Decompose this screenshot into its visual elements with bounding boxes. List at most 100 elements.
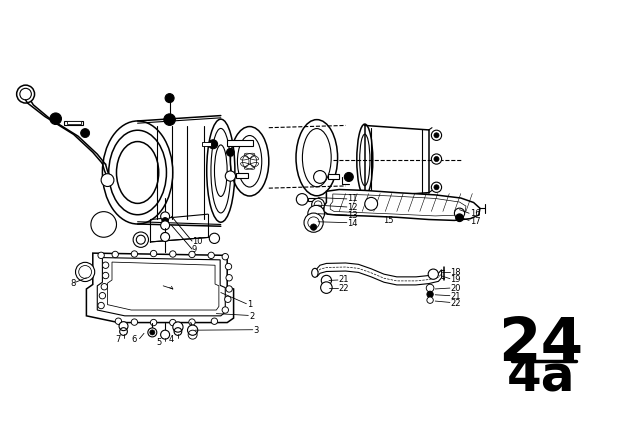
- Polygon shape: [108, 262, 219, 310]
- Polygon shape: [330, 194, 466, 216]
- Ellipse shape: [296, 194, 308, 205]
- Ellipse shape: [150, 319, 157, 326]
- Bar: [64, 121, 83, 125]
- Ellipse shape: [426, 284, 434, 292]
- Text: 22: 22: [339, 284, 349, 293]
- Ellipse shape: [170, 251, 176, 257]
- Ellipse shape: [50, 113, 61, 125]
- Ellipse shape: [161, 330, 170, 339]
- Ellipse shape: [344, 172, 353, 181]
- Ellipse shape: [431, 154, 442, 164]
- Text: 9: 9: [192, 246, 197, 254]
- Text: 2: 2: [249, 312, 254, 321]
- Text: 16: 16: [470, 209, 481, 218]
- Ellipse shape: [98, 302, 104, 309]
- Ellipse shape: [81, 129, 90, 138]
- Ellipse shape: [222, 307, 228, 313]
- Ellipse shape: [226, 286, 232, 292]
- Ellipse shape: [434, 185, 439, 190]
- Ellipse shape: [365, 198, 378, 210]
- Text: 18: 18: [451, 268, 461, 277]
- Ellipse shape: [211, 318, 218, 324]
- Ellipse shape: [308, 205, 324, 222]
- Ellipse shape: [119, 322, 128, 331]
- Ellipse shape: [321, 282, 332, 293]
- Ellipse shape: [456, 214, 463, 222]
- Ellipse shape: [214, 145, 227, 196]
- Text: 13: 13: [348, 211, 358, 220]
- Text: 10: 10: [192, 237, 202, 246]
- Ellipse shape: [102, 262, 109, 268]
- Ellipse shape: [161, 221, 170, 230]
- Text: 15: 15: [383, 216, 393, 225]
- Ellipse shape: [227, 148, 234, 156]
- Text: 3: 3: [253, 326, 259, 335]
- Ellipse shape: [314, 201, 322, 209]
- Ellipse shape: [150, 250, 157, 257]
- Ellipse shape: [222, 254, 228, 260]
- Ellipse shape: [431, 182, 442, 192]
- Ellipse shape: [99, 293, 106, 299]
- Polygon shape: [97, 258, 225, 316]
- Bar: [202, 142, 211, 146]
- Ellipse shape: [312, 268, 318, 277]
- Text: 14: 14: [348, 219, 358, 228]
- Ellipse shape: [427, 291, 433, 297]
- Bar: [67, 121, 81, 124]
- Ellipse shape: [314, 171, 326, 183]
- Ellipse shape: [173, 322, 183, 332]
- Ellipse shape: [321, 276, 332, 285]
- Ellipse shape: [136, 235, 145, 244]
- Ellipse shape: [91, 211, 116, 237]
- Ellipse shape: [310, 224, 317, 230]
- Text: 20: 20: [451, 284, 461, 293]
- Ellipse shape: [165, 94, 174, 103]
- Ellipse shape: [434, 133, 439, 138]
- Ellipse shape: [101, 174, 114, 186]
- Ellipse shape: [150, 330, 155, 335]
- Text: 24: 24: [498, 315, 584, 375]
- Ellipse shape: [101, 217, 116, 232]
- Ellipse shape: [209, 140, 218, 149]
- Ellipse shape: [170, 319, 176, 326]
- Text: 6: 6: [132, 335, 137, 344]
- Polygon shape: [324, 190, 480, 220]
- Text: 5: 5: [156, 338, 161, 347]
- Ellipse shape: [208, 252, 214, 258]
- Ellipse shape: [131, 319, 138, 325]
- Ellipse shape: [161, 233, 170, 241]
- Ellipse shape: [17, 85, 35, 103]
- Text: 1: 1: [247, 300, 252, 309]
- Text: 12: 12: [348, 203, 358, 212]
- Ellipse shape: [225, 171, 236, 181]
- Ellipse shape: [434, 156, 439, 162]
- Ellipse shape: [308, 217, 319, 228]
- Text: 4: 4: [169, 335, 174, 344]
- Ellipse shape: [112, 251, 118, 258]
- Text: 11: 11: [348, 194, 358, 203]
- Ellipse shape: [304, 213, 323, 232]
- Ellipse shape: [188, 325, 198, 335]
- Ellipse shape: [76, 263, 95, 281]
- Text: 21: 21: [339, 276, 349, 284]
- Ellipse shape: [225, 263, 232, 270]
- Ellipse shape: [161, 212, 170, 221]
- Ellipse shape: [428, 269, 438, 279]
- Ellipse shape: [189, 251, 195, 258]
- Ellipse shape: [115, 318, 122, 324]
- Ellipse shape: [312, 198, 324, 211]
- Bar: [227, 140, 253, 146]
- Ellipse shape: [454, 208, 465, 218]
- Ellipse shape: [101, 284, 108, 290]
- Bar: [308, 198, 316, 201]
- Text: 19: 19: [451, 275, 461, 284]
- Ellipse shape: [225, 296, 231, 302]
- Ellipse shape: [161, 233, 169, 241]
- Ellipse shape: [131, 251, 138, 257]
- Text: 21: 21: [451, 292, 461, 301]
- Ellipse shape: [431, 130, 442, 140]
- Text: 17: 17: [470, 217, 481, 226]
- Text: 8: 8: [70, 279, 76, 288]
- Text: 4a: 4a: [506, 352, 575, 401]
- Ellipse shape: [98, 252, 104, 258]
